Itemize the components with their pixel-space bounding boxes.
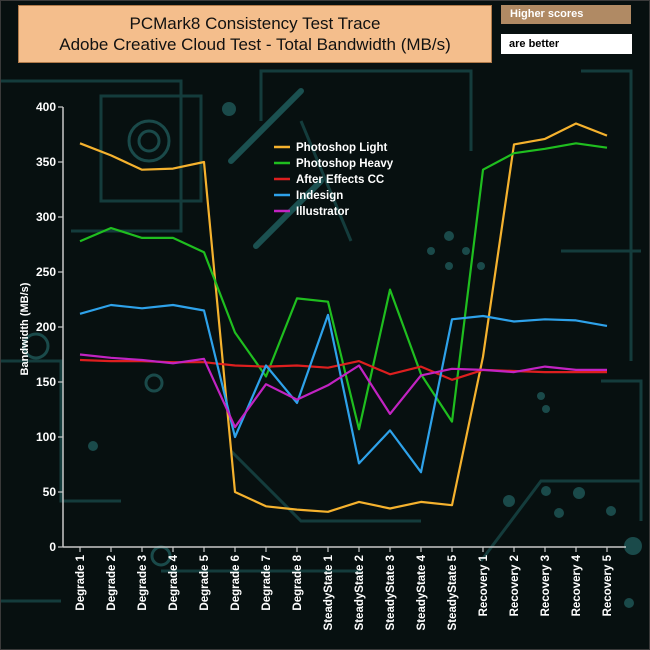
series-line-indesign: [79, 303, 608, 474]
x-tick-label: Recovery 3: [540, 555, 552, 616]
series-line-illustrator: [79, 353, 607, 429]
y-tick-label: 400: [36, 100, 56, 114]
y-tick-label: 300: [36, 210, 56, 224]
x-tick-label: SteadyState 1: [323, 554, 335, 630]
x-tick-label: Degrade 2: [106, 555, 118, 611]
x-tick-label: Degrade 3: [137, 555, 149, 611]
x-tick-label: Recovery 1: [478, 554, 490, 616]
x-tick-label: Degrade 6: [230, 555, 242, 611]
legend-label: Photoshop Light: [296, 142, 388, 154]
note-higher-scores: Higher scores: [501, 5, 631, 24]
y-tick-label: 50: [43, 485, 57, 499]
note-are-better: are better: [501, 34, 632, 54]
legend-label: Indesign: [296, 190, 343, 202]
x-tick-label: SteadyState 3: [385, 555, 397, 630]
x-tick-label: Degrade 7: [261, 555, 273, 611]
series-lines: [79, 122, 608, 513]
y-tick-label: 350: [36, 155, 56, 169]
y-axis-ticks: 0 50 100 150 200 250 300 350 400: [36, 100, 63, 554]
x-tick-label: Recovery 4: [571, 554, 583, 616]
x-tick-label: Recovery 2: [509, 555, 521, 616]
chart-legend: Photoshop Light Photoshop Heavy After Eff…: [274, 142, 394, 218]
x-tick-label: Degrade 4: [168, 554, 180, 610]
legend-label: Illustrator: [296, 206, 350, 218]
x-tick-label: Degrade 1: [75, 554, 87, 610]
chart-title: PCMark8 Consistency Test Trace: [129, 14, 381, 33]
x-tick-label: Degrade 5: [199, 554, 211, 610]
y-tick-label: 100: [36, 430, 56, 444]
y-tick-label: 0: [49, 540, 56, 554]
y-tick-label: 150: [36, 375, 56, 389]
series-line-photoshop-light: [79, 122, 608, 513]
y-tick-label: 250: [36, 265, 56, 279]
legend-label: Photoshop Heavy: [296, 158, 394, 170]
y-axis-title: Bandwidth (MB/s): [19, 282, 31, 375]
x-tick-label: SteadyState 4: [416, 554, 428, 630]
chart-subtitle: Adobe Creative Cloud Test - Total Bandwi…: [59, 35, 451, 54]
y-tick-label: 200: [36, 320, 56, 334]
x-axis-ticks: Degrade 1 Degrade 2 Degrade 3 Degrade 4 Degr…: [75, 547, 614, 630]
x-tick-label: Recovery 5: [602, 554, 614, 616]
chart-title-box: PCMark8 Consistency Test Trace Adobe Cre…: [18, 5, 492, 63]
x-tick-label: SteadyState 5: [447, 554, 459, 630]
x-tick-label: SteadyState 2: [354, 555, 366, 630]
chart-axes: [62, 107, 626, 548]
x-tick-label: Degrade 8: [292, 554, 304, 610]
legend-label: After Effects CC: [296, 174, 384, 186]
